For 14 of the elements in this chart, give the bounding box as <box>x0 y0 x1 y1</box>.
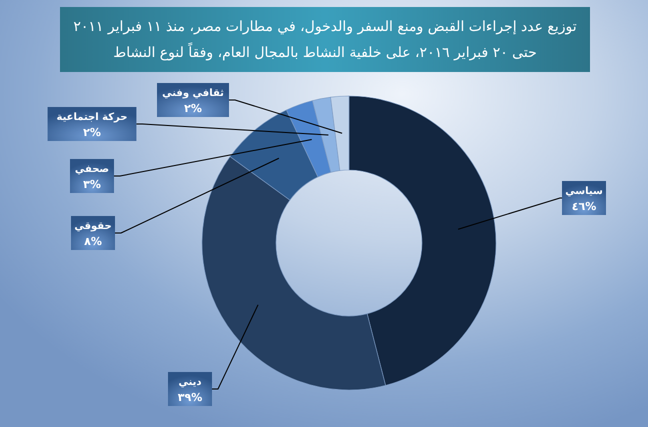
data-label: ٢% <box>184 102 202 115</box>
slice-label: حركة اجتماعية <box>56 112 128 123</box>
chart-title: توزيع عدد إجراءات القبض ومنع السفر والدخول، في مطارات مصر، منذ ١١ فبراير ٢٠١١ حتى ٢٠ فبراير ٢٠١٦، على خلفية النشاط بالمجال العام، وفقاً لنوع النشاط <box>72 18 578 62</box>
slice-label: صحفي <box>74 164 110 175</box>
data-label: ٢% <box>83 126 101 139</box>
slice-label: سياسي <box>565 186 603 197</box>
data-label: ٣% <box>83 178 101 191</box>
title-banner: توزيع عدد إجراءات القبض ومنع السفر والدخول، في مطارات مصر، منذ ١١ فبراير ٢٠١١ حتى ٢٠ فبراير ٢٠١٦، على خلفية النشاط بالمجال العام، وفقاً لنوع النشاط <box>60 7 590 72</box>
slice-label: ديني <box>178 377 202 388</box>
slice-label: حقوقي <box>74 221 112 232</box>
slice-label: ثقافي وفني <box>162 88 224 99</box>
data-label: ٣٩% <box>178 391 202 404</box>
data-label: ٤٦% <box>572 200 596 213</box>
data-label: ٨% <box>84 235 102 248</box>
